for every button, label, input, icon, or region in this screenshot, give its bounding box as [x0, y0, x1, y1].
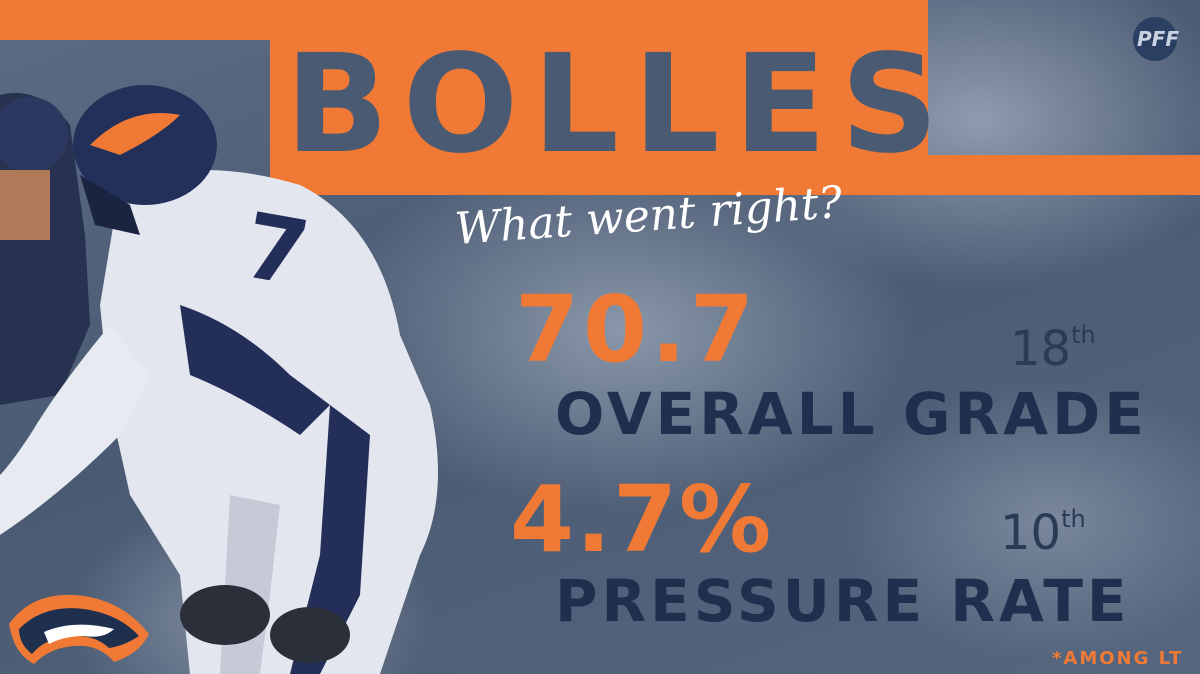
title-banner-top — [0, 0, 928, 40]
overall-grade-rank-suffix: th — [1071, 321, 1096, 349]
title-banner — [270, 40, 928, 155]
pressure-rate-value: 4.7% — [510, 466, 774, 573]
pressure-rate-rank-suffix: th — [1061, 505, 1086, 533]
pressure-rate-rank-number: 10 — [1000, 505, 1062, 561]
broncos-logo — [9, 594, 149, 664]
overall-grade-label: OVERALL GRADE — [555, 380, 1148, 448]
pressure-rate-label: PRESSURE RATE — [555, 567, 1131, 635]
pressure-rate-rank: 10th — [1000, 494, 1086, 558]
pff-logo-text: PFF — [1137, 27, 1179, 51]
overall-grade-value: 70.7 — [515, 276, 758, 383]
footnote-among-lt: *AMONG LT — [1052, 648, 1184, 669]
overall-grade-rank-number: 18 — [1010, 321, 1072, 377]
pff-logo: PFF — [1130, 14, 1190, 64]
title-banner-bottom — [270, 155, 1200, 195]
player-name-title: BOLLES — [285, 26, 953, 184]
overall-grade-rank: 18th — [1010, 310, 1096, 374]
player-image: 7 — [0, 85, 438, 674]
